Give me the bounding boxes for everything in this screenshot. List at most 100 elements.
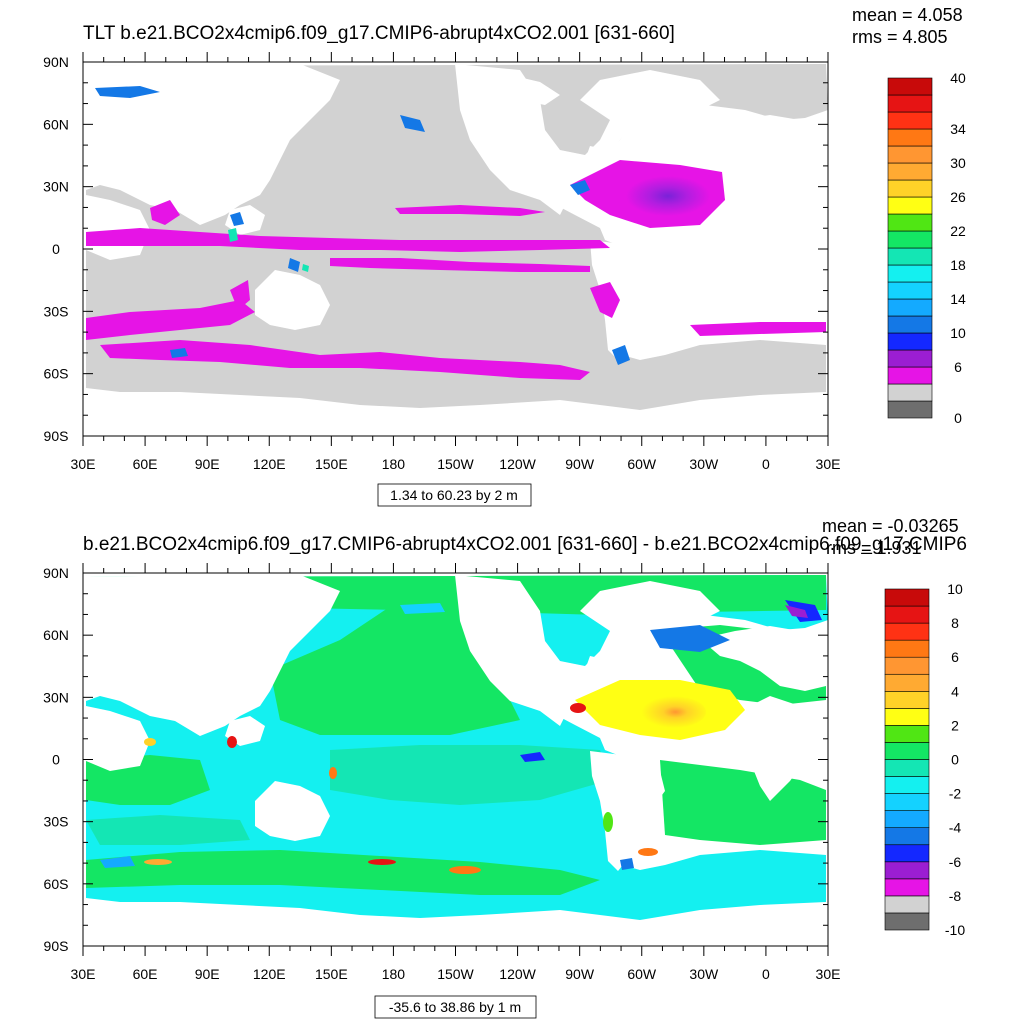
x-tick-label: 60E (133, 966, 158, 982)
colorbar-swatch (884, 656, 930, 675)
colorbar-label: 18 (950, 257, 966, 273)
y-tick-label: 0 (52, 241, 60, 257)
top-atlantic-max (626, 176, 710, 216)
colorbar-swatch (884, 912, 930, 931)
colorbar-swatch (887, 332, 933, 351)
bottom-cold-spots (100, 600, 822, 870)
colorbar-swatch (887, 247, 933, 266)
bottom-mean-label: mean = -0.03265 (822, 516, 959, 536)
bottom-land-mask (86, 575, 826, 871)
top-map-panel: TLT b.e21.BCO2x4cmip6.f09_g17.CMIP6-abru… (43, 5, 966, 507)
top-coastal-highs (95, 86, 630, 365)
colorbar-swatch (884, 878, 930, 897)
y-tick-label: 30N (43, 179, 69, 195)
colorbar-swatch (884, 861, 930, 880)
colorbar-label: 0 (951, 752, 959, 768)
bottom-colorbar: -10 -8 -6 -4 -2 0 2 4 6 8 10 (884, 581, 965, 938)
colorbar-swatch (884, 725, 930, 743)
x-tick-label: 180 (382, 456, 406, 472)
x-tick-label: 60W (627, 966, 657, 982)
x-tick-label: 30E (71, 456, 96, 472)
x-tick-label: 60W (627, 456, 657, 472)
x-tick-label: 30W (689, 456, 719, 472)
x-tick-label: 30W (689, 966, 719, 982)
x-tick-label: 120W (499, 966, 536, 982)
colorbar-swatch (884, 759, 930, 777)
bottom-range-box (374, 995, 537, 1019)
x-tick-label: 150W (437, 456, 474, 472)
bottom-map-panel: b.e21.BCO2x4cmip6.f09_g17.CMIP6-abrupt4x… (43, 516, 967, 1019)
top-title: TLT b.e21.BCO2x4cmip6.f09_g17.CMIP6-abru… (83, 23, 675, 44)
x-tick-label: 30E (816, 456, 841, 472)
colorbar-swatch (887, 94, 933, 113)
colorbar-swatch (887, 298, 933, 317)
colorbar-label: 14 (950, 291, 966, 307)
y-tick-label: 60S (44, 876, 69, 892)
colorbar-swatch (887, 264, 933, 283)
colorbar-swatch (887, 349, 933, 368)
colorbar-swatch (884, 776, 930, 794)
colorbar-swatch (887, 383, 933, 402)
colorbar-swatch (887, 315, 933, 334)
colorbar-label: -10 (945, 922, 965, 938)
colorbar-label: 0 (954, 410, 962, 426)
bottom-title: b.e21.BCO2x4cmip6.f09_g17.CMIP6-abrupt4x… (83, 534, 967, 555)
colorbar-label: 40 (950, 70, 966, 86)
top-range-box (377, 483, 532, 507)
bottom-rms-label: rms = 1.931 (826, 538, 922, 558)
colorbar-swatch (884, 708, 930, 726)
colorbar-label: 6 (954, 359, 962, 375)
top-land-mask (86, 64, 826, 360)
top-mean-label: mean = 4.058 (852, 5, 963, 25)
colorbar-swatch (887, 400, 933, 419)
y-tick-label: 90S (44, 428, 69, 444)
x-tick-label: 0 (762, 966, 770, 982)
colorbar-label: 22 (950, 223, 966, 239)
colorbar-swatch (884, 622, 930, 641)
colorbar-swatch (884, 844, 930, 863)
colorbar-swatch (887, 162, 933, 181)
top-colorbar: 0 6 10 14 18 22 26 30 34 40 (887, 70, 966, 426)
colorbar-swatch (887, 145, 933, 164)
colorbar-swatch (884, 690, 930, 709)
y-tick-label: 90S (44, 938, 69, 954)
bottom-range-label: -35.6 to 38.86 by 1 m (389, 999, 521, 1015)
colorbar-label: 30 (950, 155, 966, 171)
y-tick-label: 90N (43, 54, 69, 70)
colorbar-label: 26 (950, 189, 966, 205)
colorbar-label: 10 (950, 325, 966, 341)
colorbar-swatch (884, 742, 930, 760)
colorbar-label: 10 (947, 581, 963, 597)
colorbar-swatch (887, 213, 933, 232)
x-tick-label: 0 (762, 456, 770, 472)
colorbar-swatch (887, 128, 933, 147)
bottom-atlantic-max (638, 696, 706, 728)
y-tick-label: 30S (44, 814, 69, 830)
colorbar-swatch (884, 895, 930, 914)
x-tick-label: 90E (195, 966, 220, 982)
colorbar-swatch (884, 673, 930, 692)
bottom-hotspots (144, 703, 658, 874)
y-tick-label: 0 (52, 752, 60, 768)
colorbar-swatch (887, 179, 933, 198)
colorbar-label: -6 (949, 854, 962, 870)
colorbar-label: 8 (951, 615, 959, 631)
colorbar-label: -8 (949, 888, 962, 904)
bottom-map-field (83, 573, 828, 946)
colorbar-swatch (887, 111, 933, 130)
y-tick-label: 60N (43, 627, 69, 643)
x-tick-label: 150E (315, 966, 348, 982)
colorbar-swatch (887, 366, 933, 385)
colorbar-swatch (884, 588, 930, 607)
top-rms-label: rms = 4.805 (852, 27, 948, 47)
colorbar-label: 2 (951, 717, 959, 733)
colorbar-label: 4 (951, 683, 959, 699)
colorbar-label: -4 (949, 820, 962, 836)
colorbar-swatch (887, 77, 933, 96)
x-tick-label: 90W (565, 966, 595, 982)
x-tick-label: 120E (253, 456, 286, 472)
colorbar-swatch (884, 605, 930, 624)
